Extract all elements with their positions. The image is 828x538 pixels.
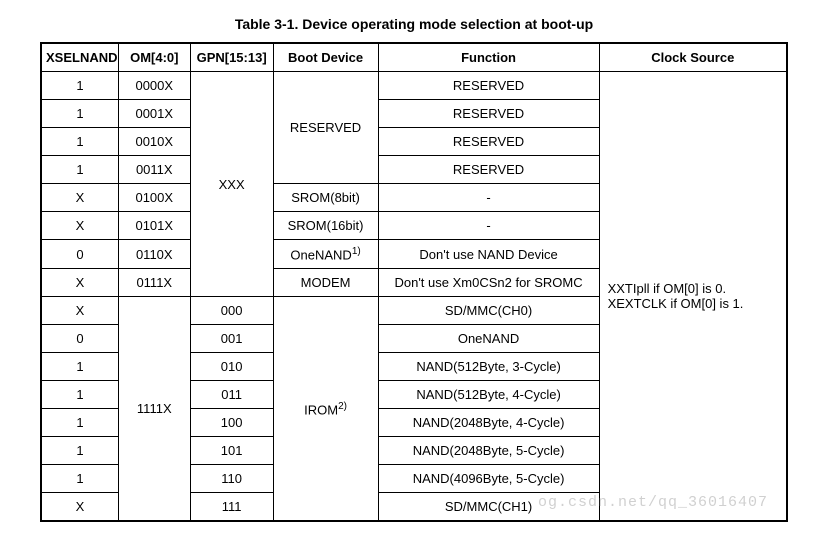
cell-func: RESERVED xyxy=(378,128,599,156)
cell-func: Don't use Xm0CSn2 for SROMC xyxy=(378,269,599,297)
hdr-xselnand: XSELNAND xyxy=(41,43,118,72)
hdr-boot: Boot Device xyxy=(273,43,378,72)
cell-boot: SROM(16bit) xyxy=(273,212,378,240)
cell-om: 0101X xyxy=(118,212,190,240)
cell-func: NAND(512Byte, 3-Cycle) xyxy=(378,353,599,381)
cell-xsel: X xyxy=(41,184,118,212)
cell-xsel: 0 xyxy=(41,325,118,353)
cell-func: SD/MMC(CH0) xyxy=(378,297,599,325)
cell-om: 0010X xyxy=(118,128,190,156)
hdr-clk: Clock Source xyxy=(599,43,787,72)
cell-om: 0000X xyxy=(118,72,190,100)
table-title: Table 3-1. Device operating mode selecti… xyxy=(40,16,788,32)
cell-om-1111x: 1111X xyxy=(118,297,190,522)
cell-xsel: 1 xyxy=(41,437,118,465)
cell-func: - xyxy=(378,212,599,240)
cell-boot-reserved: RESERVED xyxy=(273,72,378,184)
header-row: XSELNAND OM[4:0] GPN[15:13] Boot Device … xyxy=(41,43,787,72)
cell-gpn: 110 xyxy=(190,465,273,493)
cell-xsel: 1 xyxy=(41,381,118,409)
cell-clock: XXTIpll if OM[0] is 0. XEXTCLK if OM[0] … xyxy=(599,72,787,522)
cell-gpn: 101 xyxy=(190,437,273,465)
cell-boot: SROM(8bit) xyxy=(273,184,378,212)
cell-xsel: 1 xyxy=(41,72,118,100)
cell-xsel: 1 xyxy=(41,465,118,493)
cell-om: 0001X xyxy=(118,100,190,128)
cell-func: NAND(2048Byte, 4-Cycle) xyxy=(378,409,599,437)
cell-gpn: 000 xyxy=(190,297,273,325)
cell-gpn: 001 xyxy=(190,325,273,353)
boot-mode-table: XSELNAND OM[4:0] GPN[15:13] Boot Device … xyxy=(40,42,788,522)
cell-xsel: 1 xyxy=(41,128,118,156)
cell-om: 0011X xyxy=(118,156,190,184)
cell-gpn: 111 xyxy=(190,493,273,522)
cell-func: - xyxy=(378,184,599,212)
cell-xsel: X xyxy=(41,493,118,522)
cell-xsel: X xyxy=(41,269,118,297)
cell-gpn-xxx: XXX xyxy=(190,72,273,297)
cell-xsel: 1 xyxy=(41,100,118,128)
hdr-om: OM[4:0] xyxy=(118,43,190,72)
cell-func: OneNAND xyxy=(378,325,599,353)
cell-gpn: 011 xyxy=(190,381,273,409)
cell-xsel: 1 xyxy=(41,156,118,184)
cell-gpn: 010 xyxy=(190,353,273,381)
cell-xsel: 1 xyxy=(41,353,118,381)
cell-om: 0110X xyxy=(118,240,190,269)
cell-boot: MODEM xyxy=(273,269,378,297)
cell-func: RESERVED xyxy=(378,156,599,184)
cell-om: 0111X xyxy=(118,269,190,297)
cell-xsel: 0 xyxy=(41,240,118,269)
cell-om: 0100X xyxy=(118,184,190,212)
cell-func: NAND(512Byte, 4-Cycle) xyxy=(378,381,599,409)
cell-xsel: X xyxy=(41,297,118,325)
cell-func: NAND(2048Byte, 5-Cycle) xyxy=(378,437,599,465)
cell-func: RESERVED xyxy=(378,100,599,128)
cell-func: SD/MMC(CH1) xyxy=(378,493,599,522)
cell-gpn: 100 xyxy=(190,409,273,437)
cell-func: RESERVED xyxy=(378,72,599,100)
cell-func: NAND(4096Byte, 5-Cycle) xyxy=(378,465,599,493)
cell-xsel: X xyxy=(41,212,118,240)
hdr-gpn: GPN[15:13] xyxy=(190,43,273,72)
cell-xsel: 1 xyxy=(41,409,118,437)
table-row: 1 0000X XXX RESERVED RESERVED XXTIpll if… xyxy=(41,72,787,100)
hdr-func: Function xyxy=(378,43,599,72)
cell-boot-irom: IROM2) xyxy=(273,297,378,522)
cell-func: Don't use NAND Device xyxy=(378,240,599,269)
cell-boot-onenand: OneNAND1) xyxy=(273,240,378,269)
